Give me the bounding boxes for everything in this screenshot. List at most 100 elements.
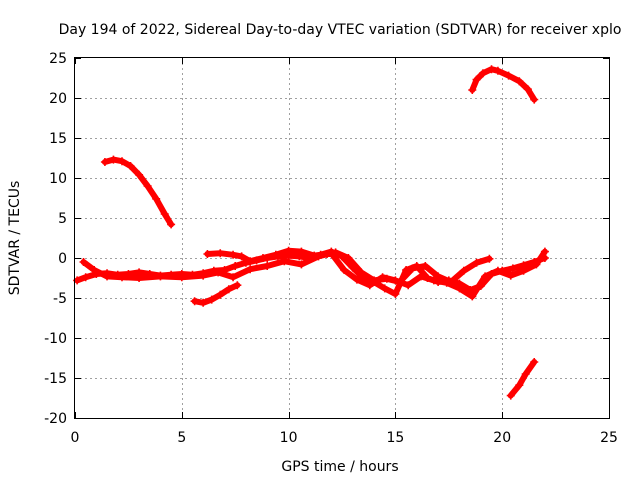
data-point	[199, 271, 208, 280]
data-point	[532, 260, 541, 269]
data-point	[493, 66, 502, 75]
data-point	[323, 250, 332, 258]
series-line	[191, 282, 241, 306]
data-point	[481, 272, 490, 281]
data-point	[190, 297, 199, 306]
data-point	[143, 182, 152, 190]
data-point	[434, 272, 443, 281]
data-point	[216, 249, 225, 258]
data-point	[530, 358, 539, 366]
data-point	[340, 266, 349, 274]
data-point	[246, 265, 255, 274]
series-arc-mid-low	[190, 281, 242, 307]
series-band-upper	[203, 246, 494, 286]
data-point	[229, 250, 238, 259]
data-point	[310, 251, 319, 260]
data-point	[126, 162, 135, 170]
series-arc-late-high	[468, 65, 539, 104]
data-point	[530, 95, 539, 104]
data-point	[117, 273, 126, 282]
data-point	[203, 250, 212, 258]
data-point	[331, 248, 340, 257]
data-point	[395, 278, 404, 286]
chart-title: Day 194 of 2022, Sidereal Day-to-day VTE…	[59, 22, 622, 38]
data-point	[380, 284, 389, 293]
series-line	[507, 359, 538, 399]
data-point	[404, 281, 413, 290]
data-point	[297, 247, 306, 256]
data-point	[382, 274, 391, 283]
y-axis-label: SDTVAR / TECUs	[7, 181, 23, 296]
data-point	[487, 65, 496, 74]
data-point	[344, 254, 353, 262]
y-tick-label: -10	[44, 331, 67, 347]
data-point	[246, 257, 255, 266]
data-point	[214, 268, 223, 277]
data-point	[370, 276, 379, 285]
y-tick-label: -15	[44, 371, 67, 387]
data-point	[152, 194, 161, 203]
y-tick-label: 15	[49, 131, 67, 147]
data-point	[357, 268, 366, 277]
series-arc-early-high	[100, 155, 176, 229]
y-tick-label: 25	[49, 51, 67, 67]
data-point	[109, 155, 118, 164]
data-point	[263, 262, 272, 270]
data-point	[297, 260, 306, 269]
data-point	[284, 246, 293, 255]
data-point	[468, 86, 477, 94]
data-point	[90, 266, 99, 274]
data-point	[417, 272, 426, 281]
x-tick-label: 20	[493, 430, 511, 446]
data-point	[523, 85, 532, 94]
y-tick-label: 5	[58, 211, 67, 227]
y-tick-label: 20	[49, 91, 67, 107]
data-point	[429, 276, 438, 285]
data-point	[160, 210, 169, 218]
x-tick-label: 0	[71, 430, 80, 446]
data-point	[472, 75, 481, 84]
data-point	[156, 272, 165, 281]
data-point	[519, 266, 528, 275]
grid-layer	[75, 58, 609, 418]
data-point	[459, 266, 468, 275]
data-point	[504, 71, 513, 80]
data-point	[224, 285, 233, 294]
data-point	[229, 273, 238, 282]
data-point	[135, 170, 144, 179]
data-point	[515, 381, 524, 390]
data-point	[493, 266, 502, 275]
plot-frame	[74, 57, 610, 419]
data-point	[468, 292, 477, 301]
data-point	[455, 284, 464, 293]
data-point	[478, 69, 487, 78]
tick-layer: 0 5 10 15 20 25 -20 -15 -10 -5 0 5 10 15 20 25	[44, 51, 618, 446]
data-point	[167, 220, 176, 229]
x-tick-label: 5	[177, 430, 186, 446]
data-point	[177, 273, 186, 282]
data-point	[231, 262, 240, 270]
data-point	[280, 257, 289, 266]
x-tick-label: 25	[600, 430, 618, 446]
x-tick-label: 15	[386, 430, 404, 446]
data-point	[521, 370, 530, 378]
data-point	[233, 281, 242, 290]
x-tick-label: 10	[280, 430, 298, 446]
data-point	[515, 77, 524, 86]
data-point	[506, 391, 515, 400]
data-point	[485, 254, 494, 263]
data-point	[81, 273, 90, 282]
series-arc-late-low	[506, 358, 539, 400]
y-tick-label: 10	[49, 171, 67, 187]
x-axis-label: GPS time / hours	[281, 459, 398, 475]
data-point	[472, 258, 481, 267]
y-tick-label: 0	[58, 251, 67, 267]
y-tick-label: -20	[44, 411, 67, 427]
data-point	[352, 275, 361, 284]
data-point	[216, 290, 225, 299]
data-point	[135, 274, 144, 282]
data-point	[421, 262, 430, 270]
data-point	[271, 250, 280, 259]
data-layer	[73, 65, 549, 400]
